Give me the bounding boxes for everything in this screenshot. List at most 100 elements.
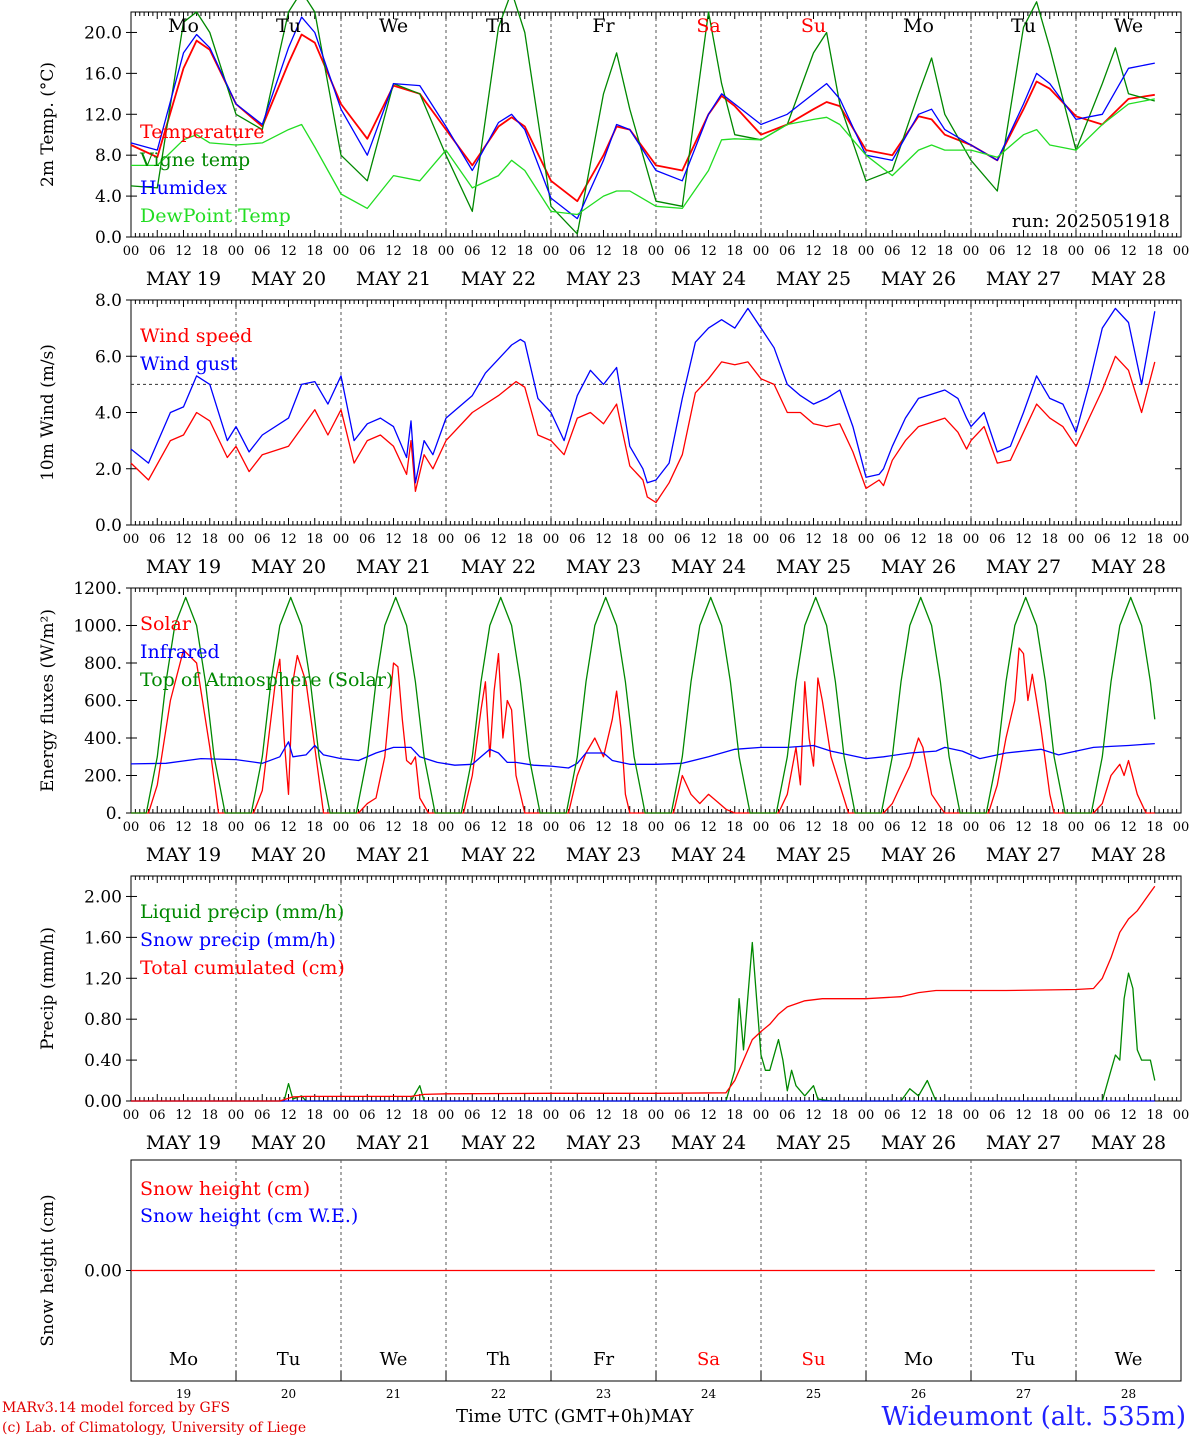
panel-4: 0.00 0.40 0.80 1.20 1.60 2.00 Precip (mm/h) 00 0…	[38, 875, 1190, 1154]
y-tick-label: 0.	[106, 804, 122, 824]
x-hour-label: 18	[936, 532, 953, 547]
x-hour-label: 18	[1146, 244, 1163, 259]
weekday-label: Fr	[592, 15, 615, 37]
weekday-label: Mo	[169, 1349, 198, 1370]
legend-entry: Solar	[140, 613, 192, 635]
x-date-label: MAY 26	[881, 1132, 956, 1154]
weekday-label: Sa	[697, 1349, 720, 1370]
day-number-label: 23	[596, 1387, 611, 1401]
x-hour-label: 00	[648, 244, 665, 259]
x-hour-label: 18	[306, 820, 323, 835]
x-hour-label: 00	[543, 244, 560, 259]
day-number-label: 22	[491, 1387, 506, 1401]
x-hour-label: 12	[595, 820, 612, 835]
x-hour-label: 18	[1041, 532, 1058, 547]
x-hour-label: 00	[963, 820, 980, 835]
y-tick-label: 8.0	[95, 146, 122, 166]
x-date-label: MAY 28	[1091, 268, 1166, 290]
x-date-label: MAY 19	[146, 268, 221, 290]
x-hour-label: 00	[228, 1108, 245, 1123]
x-date-label: MAY 23	[566, 844, 641, 866]
x-hour-label: 18	[936, 1108, 953, 1123]
x-hour-label: 18	[201, 244, 218, 259]
x-hour-label: 06	[359, 244, 376, 259]
legend-entry: Wind speed	[140, 325, 252, 347]
x-hour-label: 18	[411, 244, 428, 259]
x-hour-label: 12	[280, 244, 297, 259]
x-hour-label: 06	[674, 532, 691, 547]
x-hour-label: 00	[1068, 532, 1085, 547]
x-date-label: MAY 20	[251, 556, 326, 578]
x-date-label: MAY 26	[881, 844, 956, 866]
x-hour-label: 12	[175, 820, 192, 835]
x-hour-label: 00	[753, 244, 770, 259]
x-hour-label: 00	[753, 1108, 770, 1123]
x-hour-label: 06	[1094, 244, 1111, 259]
y-tick-label: 200.	[84, 767, 122, 787]
legend-entry: Top of Atmosphere (Solar)	[140, 669, 393, 691]
x-hour-label: 12	[805, 532, 822, 547]
x-hour-label: 00	[963, 244, 980, 259]
x-hour-label: 06	[989, 532, 1006, 547]
y-tick-label: 4.0	[95, 187, 122, 207]
x-hour-label: 00	[1173, 1108, 1190, 1123]
x-hour-label: 06	[989, 820, 1006, 835]
plot-frame	[130, 11, 1182, 238]
x-hour-label: 12	[700, 244, 717, 259]
x-hour-label: 12	[1120, 820, 1137, 835]
x-hour-label: 00	[1173, 244, 1190, 259]
y-tick-label: 1.60	[84, 928, 122, 948]
x-hour-label: 06	[674, 244, 691, 259]
x-date-label: MAY 22	[461, 844, 536, 866]
x-hour-label: 06	[464, 532, 481, 547]
series-line-3	[130, 16, 1155, 220]
x-date-label: MAY 21	[356, 1132, 431, 1154]
x-hour-label: 06	[989, 1108, 1006, 1123]
x-hour-label: 12	[595, 532, 612, 547]
x-hour-label: 00	[753, 532, 770, 547]
legend-entry: Liquid precip (mm/h)	[140, 901, 344, 923]
x-hour-label: 18	[726, 532, 743, 547]
x-hour-label: 00	[543, 532, 560, 547]
y-tick-label: 1.20	[84, 969, 122, 989]
y-tick-label: 4.0	[95, 404, 122, 424]
series-line-3	[131, 885, 1156, 1102]
x-hour-label: 12	[595, 244, 612, 259]
x-hour-label: 00	[228, 820, 245, 835]
x-hour-label: 12	[280, 532, 297, 547]
x-hour-label: 12	[385, 820, 402, 835]
x-date-label: MAY 28	[1091, 556, 1166, 578]
x-date-label: MAY 25	[776, 268, 851, 290]
x-hour-label: 18	[1041, 1108, 1058, 1123]
x-hour-label: 12	[490, 532, 507, 547]
weekday-label: Tu	[1011, 15, 1036, 37]
x-date-label: MAY 27	[986, 844, 1061, 866]
x-date-label: MAY 23	[566, 556, 641, 578]
x-hour-label: 18	[621, 532, 638, 547]
x-hour-label: 12	[280, 1108, 297, 1123]
x-date-label: MAY 24	[671, 556, 746, 578]
y-tick-label: 0.0	[95, 516, 122, 536]
y-tick-label: 1200.	[73, 579, 122, 599]
x-hour-label: 06	[674, 820, 691, 835]
x-hour-label: 18	[726, 1108, 743, 1123]
series-line-1	[130, 355, 1156, 504]
x-hour-label: 12	[1120, 1108, 1137, 1123]
y-axis-label: Energy fluxes (W/m²)	[38, 609, 58, 792]
x-date-label: MAY 20	[251, 844, 326, 866]
x-hour-label: 12	[910, 244, 927, 259]
x-date-label: MAY 20	[251, 268, 326, 290]
x-hour-label: 18	[621, 1108, 638, 1123]
x-hour-label: 00	[438, 532, 455, 547]
series-line-1	[131, 941, 1156, 1102]
weekday-label: Th	[487, 1349, 511, 1370]
x-hour-label: 06	[149, 244, 166, 259]
series-line-2	[130, 0, 1155, 235]
panel-2: 0.0 2.0 4.0 6.0 8.0 10m Wind (m/s) 00 06 12 18 00 0…	[38, 291, 1189, 578]
x-hour-label: 06	[1094, 820, 1111, 835]
x-hour-label: 12	[175, 1108, 192, 1123]
weekday-label: Tu	[276, 15, 301, 37]
x-hour-label: 00	[123, 820, 140, 835]
x-hour-label: 06	[149, 1108, 166, 1123]
